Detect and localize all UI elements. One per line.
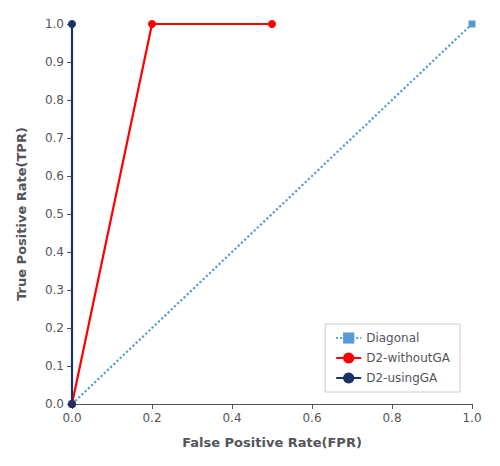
svg-text:False Positive Rate(FPR): False Positive Rate(FPR) [182,435,362,450]
svg-text:1.0: 1.0 [462,411,481,425]
svg-text:0.6: 0.6 [45,169,64,183]
svg-text:0.6: 0.6 [302,411,321,425]
svg-text:0.2: 0.2 [142,411,161,425]
svg-text:0.5: 0.5 [45,207,64,221]
svg-text:True Positive Rate(TPR): True Positive Rate(TPR) [14,127,29,301]
svg-text:0.7: 0.7 [45,131,64,145]
svg-text:0.0: 0.0 [62,411,81,425]
svg-text:0.4: 0.4 [222,411,241,425]
svg-text:Diagonal: Diagonal [366,331,419,345]
svg-text:0.4: 0.4 [45,245,64,259]
svg-text:0.3: 0.3 [45,283,64,297]
svg-text:0.9: 0.9 [45,55,64,69]
svg-text:D2-usingGA: D2-usingGA [366,371,438,385]
svg-text:0.2: 0.2 [45,321,64,335]
svg-text:0.0: 0.0 [45,397,64,411]
svg-text:1.0: 1.0 [45,17,64,31]
svg-text:D2-withoutGA: D2-withoutGA [366,351,451,365]
svg-text:0.8: 0.8 [45,93,64,107]
svg-text:0.1: 0.1 [45,359,64,373]
svg-text:0.8: 0.8 [382,411,401,425]
